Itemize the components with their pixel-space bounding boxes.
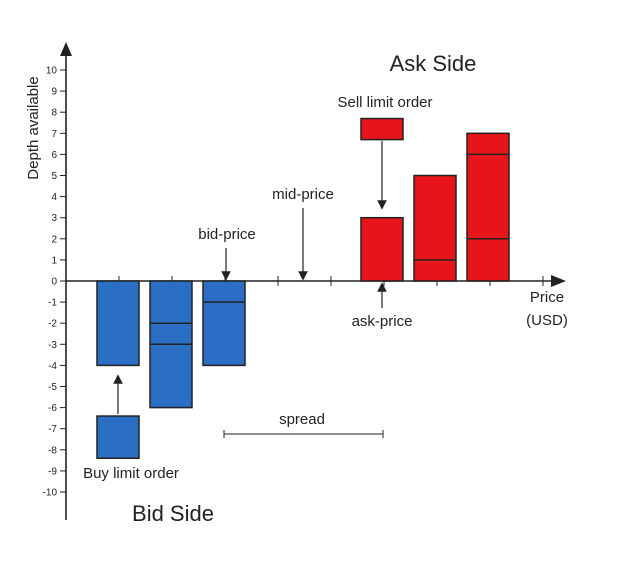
y-tick-label: -6 <box>48 403 57 414</box>
x-axis-label-usd: (USD) <box>526 312 568 329</box>
y-axis-label: Depth available <box>25 76 42 179</box>
y-tick-label: 9 <box>51 87 57 98</box>
ask-bar <box>413 174 457 282</box>
depth-bars <box>96 117 510 459</box>
y-tick-label: 4 <box>51 192 57 203</box>
x-axis-arrowhead <box>551 275 566 287</box>
y-tick-label: 8 <box>51 108 57 119</box>
y-tick-label: 7 <box>51 129 57 140</box>
ask-side-title: Ask Side <box>390 51 477 76</box>
y-tick-label: -4 <box>48 361 57 372</box>
ask-bar <box>466 132 510 282</box>
y-tick-label: 2 <box>51 234 57 245</box>
buy-limit-order-block <box>96 415 140 459</box>
bid-side-title: Bid Side <box>132 501 214 526</box>
y-tick-label: -8 <box>48 445 57 456</box>
sell-limit-order-label: Sell limit order <box>337 94 432 111</box>
y-axis-arrowhead <box>60 42 72 56</box>
spread-label: spread <box>279 411 325 428</box>
buy-limit-order-label: Buy limit order <box>83 465 179 482</box>
y-tick-label: 5 <box>51 171 57 182</box>
mid-price-label: mid-price <box>272 186 334 203</box>
y-tick-label: 1 <box>51 255 57 266</box>
ask-price-label: ask-price <box>352 313 413 330</box>
y-tick-label: 10 <box>46 66 58 77</box>
y-tick-label: -3 <box>48 340 57 351</box>
y-tick-label: -5 <box>48 382 57 393</box>
y-tick-label: -7 <box>48 424 57 435</box>
y-tick-label: 6 <box>51 150 57 161</box>
ask-bar <box>360 216 404 282</box>
x-axis-label-price: Price <box>530 289 564 306</box>
y-tick-label: -9 <box>48 466 57 477</box>
y-tick-label: -2 <box>48 319 57 330</box>
y-tick-label: 0 <box>51 277 57 288</box>
bid-bar <box>96 280 140 367</box>
y-tick-label: -10 <box>43 488 58 499</box>
y-tick-label: -1 <box>48 298 57 309</box>
y-tick-label: 3 <box>51 213 57 224</box>
bid-price-label: bid-price <box>198 226 256 243</box>
sell-limit-order-block <box>360 117 404 141</box>
bid-bar <box>202 280 246 367</box>
